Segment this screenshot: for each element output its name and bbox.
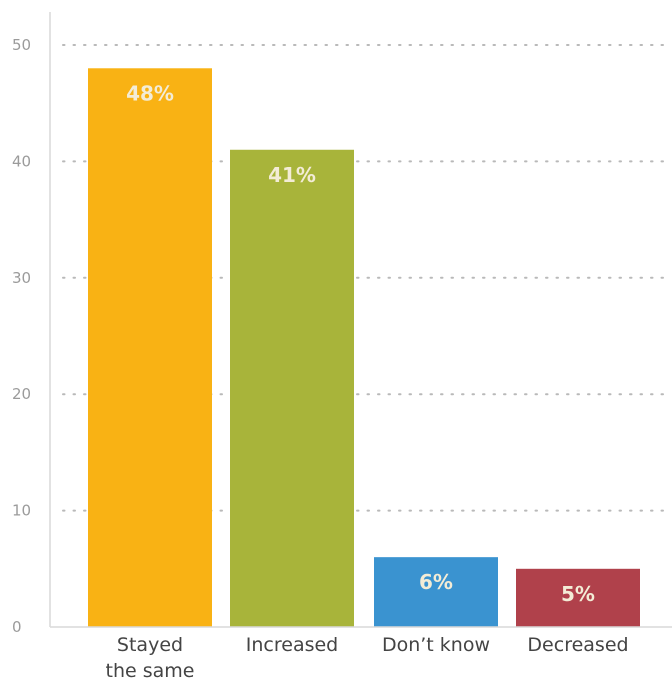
data-label-2: 6% bbox=[419, 570, 453, 594]
grid-layer bbox=[62, 44, 672, 512]
category-label-1: Increased bbox=[246, 634, 338, 656]
y-tick-label-30: 30 bbox=[12, 269, 31, 287]
y-tick-label-50: 50 bbox=[12, 36, 31, 54]
category-label-0: Stayed the same bbox=[106, 634, 195, 682]
data-label-3: 5% bbox=[561, 582, 595, 606]
data-label-0: 48% bbox=[126, 81, 174, 105]
y-tick-label-0: 0 bbox=[12, 618, 22, 636]
bar-3 bbox=[516, 568, 640, 627]
category-label-0-line-1: the same bbox=[106, 660, 195, 682]
data-label-1: 41% bbox=[268, 163, 316, 187]
bar-0 bbox=[88, 68, 212, 627]
bar-1 bbox=[230, 149, 354, 627]
y-tick-label-10: 10 bbox=[12, 502, 31, 520]
y-tick-label-40: 40 bbox=[12, 152, 31, 170]
category-label-0-line-0: Stayed bbox=[117, 634, 183, 656]
category-label-2: Don’t know bbox=[382, 634, 490, 656]
category-label-3-line-0: Decreased bbox=[527, 634, 628, 656]
category-label-2-line-0: Don’t know bbox=[382, 634, 490, 656]
category-label-3: Decreased bbox=[527, 634, 628, 656]
y-tick-label-20: 20 bbox=[12, 385, 31, 403]
bars-layer bbox=[88, 68, 640, 627]
category-label-1-line-0: Increased bbox=[246, 634, 338, 656]
labels-layer: 0 10 20 30 40 50 48% Stayed the same 41% Increased… bbox=[12, 36, 629, 682]
bar-2 bbox=[374, 557, 498, 627]
